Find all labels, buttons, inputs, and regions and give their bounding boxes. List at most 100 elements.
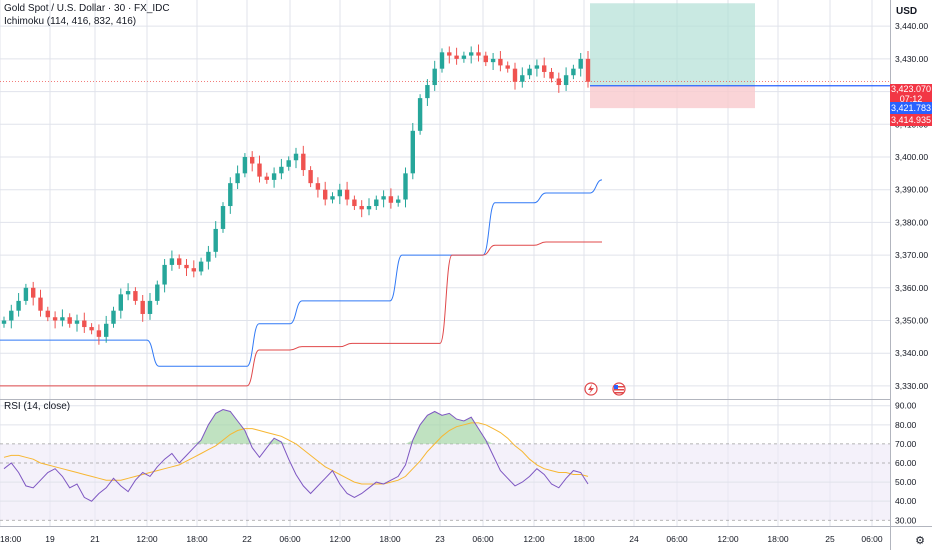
rsi-ma-line[interactable] [3,422,589,485]
candle[interactable] [140,294,145,322]
candle[interactable] [476,44,481,62]
candle[interactable] [432,60,437,91]
candle[interactable] [469,46,474,64]
candle[interactable] [578,52,583,77]
candle[interactable] [271,167,277,188]
candle[interactable] [323,181,328,206]
candle[interactable] [556,72,561,93]
candle[interactable] [439,48,445,73]
candle[interactable] [118,288,123,319]
ichimoku-base-line[interactable] [0,179,603,367]
candle[interactable] [512,62,518,90]
candle-body [38,297,43,311]
rsi-line[interactable] [3,408,589,502]
candle[interactable] [111,306,116,328]
candle[interactable] [220,202,226,233]
candle[interactable] [1,316,7,328]
candle[interactable] [177,254,182,269]
candle-body [388,196,394,203]
candle[interactable] [31,281,36,306]
candle[interactable] [162,259,167,293]
rsi-legend[interactable]: RSI (14, close) [4,401,71,412]
candle[interactable] [498,51,503,72]
candle[interactable] [315,177,321,198]
candle[interactable] [104,315,109,343]
candle[interactable] [74,314,80,332]
candle[interactable] [293,147,299,169]
candle[interactable] [250,151,255,172]
candle[interactable] [403,167,408,208]
candle[interactable] [344,181,350,206]
candle[interactable] [352,195,357,210]
candle-body [366,206,372,210]
candle[interactable] [60,309,65,327]
candle[interactable] [381,190,386,208]
candle[interactable] [330,192,335,204]
candle[interactable] [359,200,364,218]
rsi-tick-label: 80.00 [895,420,917,430]
candle[interactable] [45,306,50,322]
candle[interactable] [527,64,532,80]
candle[interactable] [534,59,540,77]
symbol-legend[interactable]: Gold Spot / U.S. Dollar · 30 · FX_IDC [4,3,170,14]
candle[interactable] [235,165,240,190]
ichimoku-lead-line[interactable] [0,241,602,387]
currency-label[interactable]: USD [896,6,918,17]
candle[interactable] [308,166,313,188]
candle[interactable] [396,195,401,207]
candle[interactable] [447,46,452,64]
candle[interactable] [242,153,248,178]
candle[interactable] [257,155,262,183]
candle[interactable] [125,283,131,301]
candle[interactable] [388,188,394,209]
candle[interactable] [155,280,160,305]
candle[interactable] [206,245,211,270]
candle[interactable] [228,177,233,214]
candle[interactable] [425,79,430,106]
candle[interactable] [9,304,14,329]
candle[interactable] [410,122,415,180]
candle[interactable] [585,51,591,88]
candle[interactable] [264,172,269,184]
candle[interactable] [542,57,547,78]
ichimoku-legend[interactable]: Ichimoku (114, 416, 832, 416) [4,16,137,27]
candle[interactable] [417,94,423,135]
candle[interactable] [184,259,189,277]
candle[interactable] [89,323,94,335]
candle[interactable] [520,67,525,88]
candle[interactable] [191,260,196,278]
candle[interactable] [571,64,576,80]
candle[interactable] [563,67,569,91]
candle[interactable] [169,250,175,271]
candle[interactable] [483,51,488,67]
candle[interactable] [82,312,87,333]
candle[interactable] [374,195,379,210]
candle[interactable] [16,293,21,317]
time-tick-label: 25 [825,534,835,544]
stop-zone[interactable] [590,85,755,109]
time-tick-label: 06:00 [666,534,688,544]
candle[interactable] [549,68,554,83]
candle[interactable] [279,158,284,180]
candle[interactable] [96,324,102,345]
candle[interactable] [213,221,218,258]
candle[interactable] [23,283,29,305]
candle[interactable] [301,145,306,176]
candle[interactable] [52,311,58,329]
candle[interactable] [490,52,496,70]
candle[interactable] [366,198,372,216]
candle[interactable] [198,257,204,276]
candle[interactable] [286,156,291,171]
candle[interactable] [147,293,153,320]
candle[interactable] [337,183,342,205]
candle[interactable] [461,51,467,63]
candle[interactable] [505,61,510,73]
target-zone[interactable] [590,3,755,86]
settings-gear-icon[interactable]: ⚙ [915,535,925,547]
candle[interactable] [67,313,72,328]
candle[interactable] [454,47,459,65]
candle[interactable] [133,287,138,305]
candle[interactable] [38,289,43,317]
